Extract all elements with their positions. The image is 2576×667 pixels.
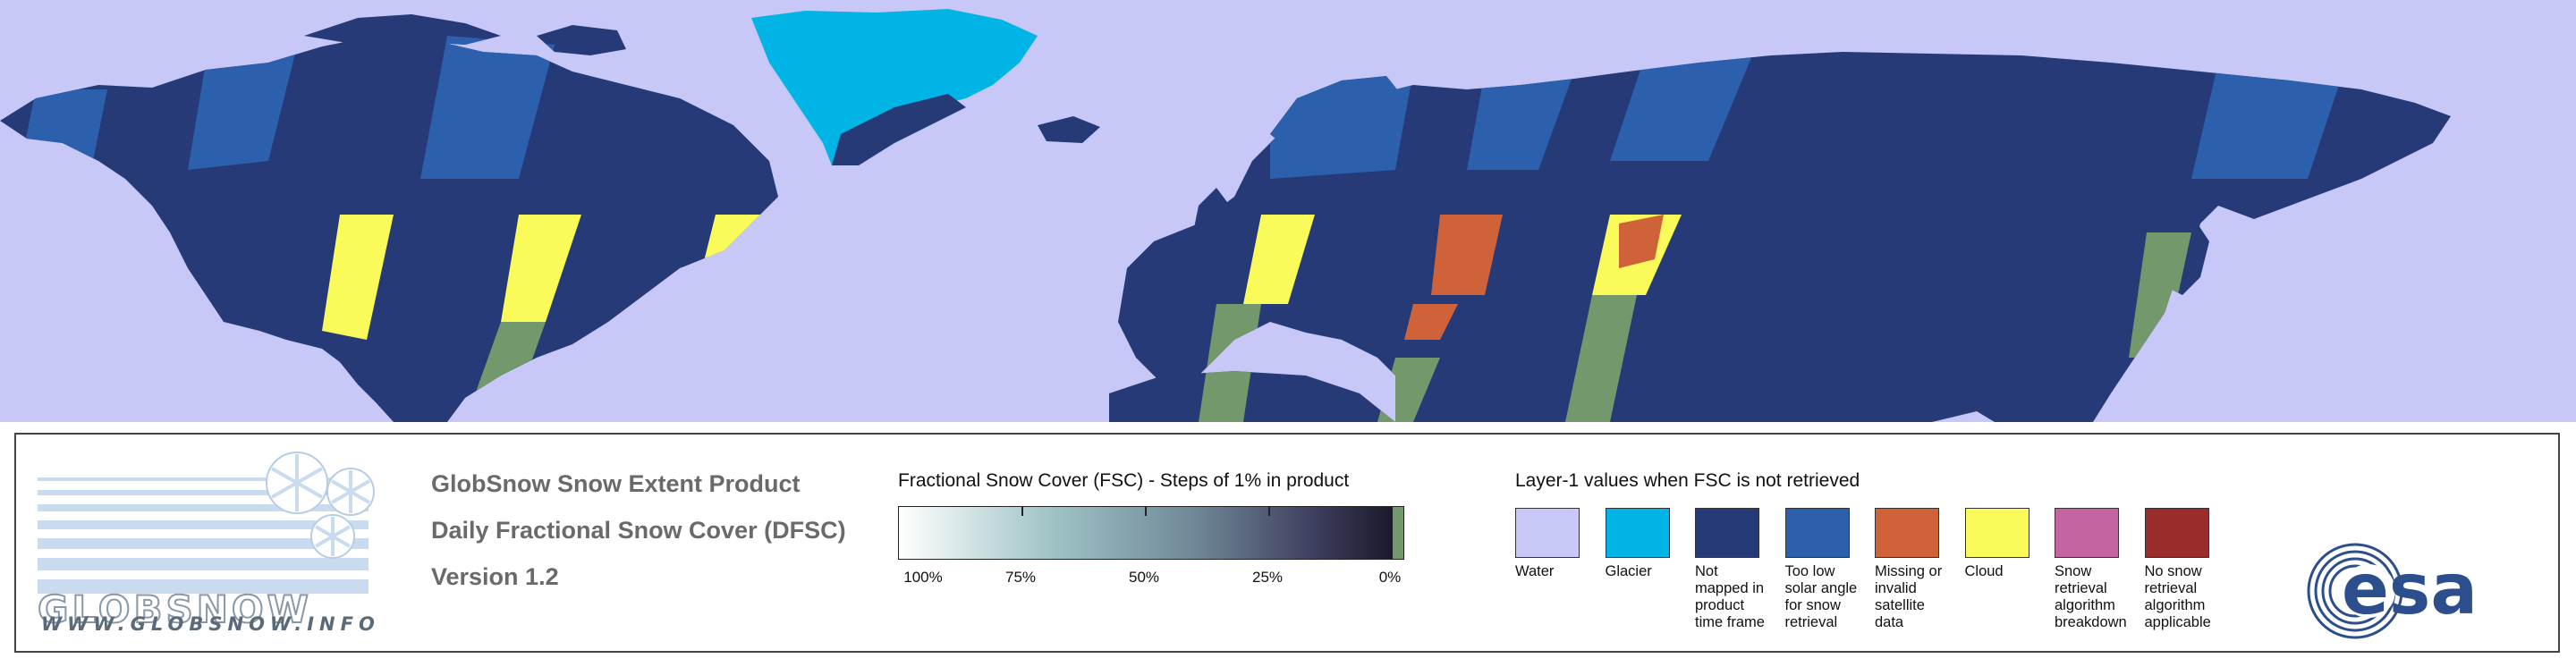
legend-label-line: Too low: [1784, 563, 1835, 579]
legend-label-line: invalid satellite: [1875, 580, 1925, 613]
logo-url[interactable]: WWW.GLOBSNOW.INFO: [41, 613, 380, 635]
fsc-colorbar: [898, 506, 1404, 560]
map-svg: [0, 9, 2451, 422]
fsc-label-0: 0%: [1378, 569, 1402, 586]
fsc-tick: [1145, 507, 1147, 516]
legend-swatch: [1875, 508, 1939, 558]
esa-logo-text: esa: [2342, 550, 2478, 630]
legend-swatch-label: Not mapped in product time frame: [1695, 563, 1784, 631]
legend-label-line: retrieval: [1784, 614, 1838, 630]
fsc-label-25: 25%: [1251, 569, 1284, 586]
legend-swatch: [1784, 508, 1850, 558]
legend-swatch: [1515, 508, 1580, 558]
legend-label-line: No snow: [2144, 563, 2202, 579]
legend-label-line: breakdown: [2055, 614, 2127, 630]
legend-swatch-label: Snow retrieval algorithm breakdown: [2055, 563, 2144, 631]
legend-swatch-label: No snow retrieval algorithm applicable: [2145, 563, 2234, 631]
legend-label-line: for snow: [1784, 597, 1841, 613]
fsc-zero-swatch: [1393, 507, 1403, 559]
legend-label-line: product: [1695, 597, 1745, 613]
fsc-legend-title: Fractional Snow Cover (FSC) - Steps of 1…: [898, 470, 1350, 491]
legend-label-line: Not: [1695, 563, 1718, 579]
fsc-label-50: 50%: [1128, 569, 1160, 586]
product-titles: GlobSnow Snow Extent Product Daily Fract…: [431, 470, 846, 610]
legend-swatch: [1605, 508, 1670, 558]
esa-logo: esa: [2307, 543, 2478, 639]
fsc-gradient: [899, 507, 1393, 559]
legend-label-line: applicable: [2144, 614, 2211, 630]
legend-label-line: algorithm: [2055, 597, 2115, 613]
world-map: [0, 0, 2576, 422]
fsc-tick: [1268, 507, 1270, 516]
legend-panel: GLOBSNOW WWW.GLOBSNOW.INFO GlobSnow Snow…: [14, 433, 2560, 653]
legend-swatch-label: Missing or invalid satellite data: [1875, 563, 1964, 631]
legend-swatch-label: Glacier: [1606, 563, 1695, 580]
legend-swatch-label: Too low solar angle for snow retrieval: [1785, 563, 1875, 631]
legend-label-line: retrieval: [2144, 580, 2198, 596]
legend-label-line: Water: [1515, 563, 1555, 579]
legend-label-line: solar angle: [1784, 580, 1858, 596]
legend-label-line: Snow retrieval: [2055, 563, 2107, 596]
legend-swatch-label: Cloud: [1965, 563, 2055, 580]
fsc-tick: [1021, 507, 1023, 516]
legend-label-line: time frame: [1695, 614, 1765, 630]
legend-label-line: Glacier: [1605, 563, 1652, 579]
product-version: Version 1.2: [431, 563, 559, 590]
legend-swatch: [1964, 508, 2029, 558]
fsc-label-100: 100%: [903, 569, 943, 586]
product-title: GlobSnow Snow Extent Product: [431, 470, 801, 497]
legend-label-line: Cloud: [1964, 563, 2004, 579]
legend-swatch: [2055, 508, 2119, 558]
legend-label-line: mapped in: [1695, 580, 1765, 596]
svg-text:GLOBSNOW: GLOBSNOW: [38, 587, 312, 631]
product-subtitle: Daily Fractional Snow Cover (DFSC): [431, 517, 846, 544]
legend-label-line: data: [1875, 614, 1904, 630]
fsc-label-75: 75%: [1004, 569, 1037, 586]
greenland: [751, 9, 1038, 165]
legend-swatch-label: Water: [1515, 563, 1605, 580]
layer1-legend-title: Layer-1 values when FSC is not retrieved: [1515, 470, 1860, 491]
legend-label-line: Missing or: [1875, 563, 1943, 579]
legend-swatch: [2144, 508, 2209, 558]
legend-swatch: [1695, 508, 1759, 558]
globsnow-logo: GLOBSNOW: [38, 452, 375, 632]
legend-label-line: algorithm: [2144, 597, 2206, 613]
land-mass: [0, 14, 2451, 422]
